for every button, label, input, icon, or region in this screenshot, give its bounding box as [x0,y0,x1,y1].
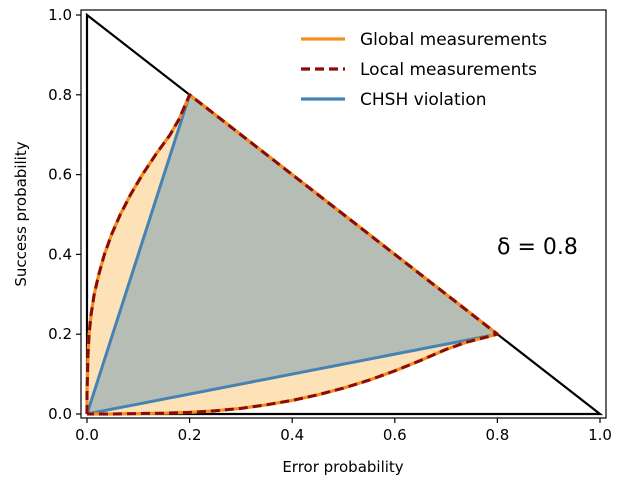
y-axis-label: Success probability [12,141,30,286]
x-tick-label: 0.2 [178,426,202,444]
series-local-measurements [85,93,499,416]
y-tick-label: 0.8 [48,86,72,104]
y-tick-label: 0.6 [48,166,72,184]
legend-label: Local measurements [360,60,537,80]
y-tick-label: 1.0 [48,6,72,24]
x-tick-label: 0.8 [485,426,509,444]
chsh-region-fill [87,94,498,415]
x-tick-label: 1.0 [588,426,612,444]
y-tick-label: 0.0 [48,405,72,423]
delta-annotation: δ = 0.8 [497,235,578,260]
legend-label: CHSH violation [360,90,487,110]
x-tick-label: 0.0 [75,426,99,444]
y-tick-label: 0.2 [48,325,72,343]
x-tick-label: 0.6 [383,426,407,444]
x-axis-label: Error probability [282,458,403,476]
y-tick-label: 0.4 [48,245,72,263]
plot-area [85,12,604,416]
axes-frame [80,9,607,419]
legend-label: Global measurements [360,30,547,50]
x-tick-label: 0.4 [280,426,304,444]
axes: 0.0 0.2 0.4 0.6 0.8 1.0 0.0 0.2 0.4 0.6 0.8 1.0 [48,6,612,444]
legend: Global measurements Local measurements CHS… [301,30,547,110]
